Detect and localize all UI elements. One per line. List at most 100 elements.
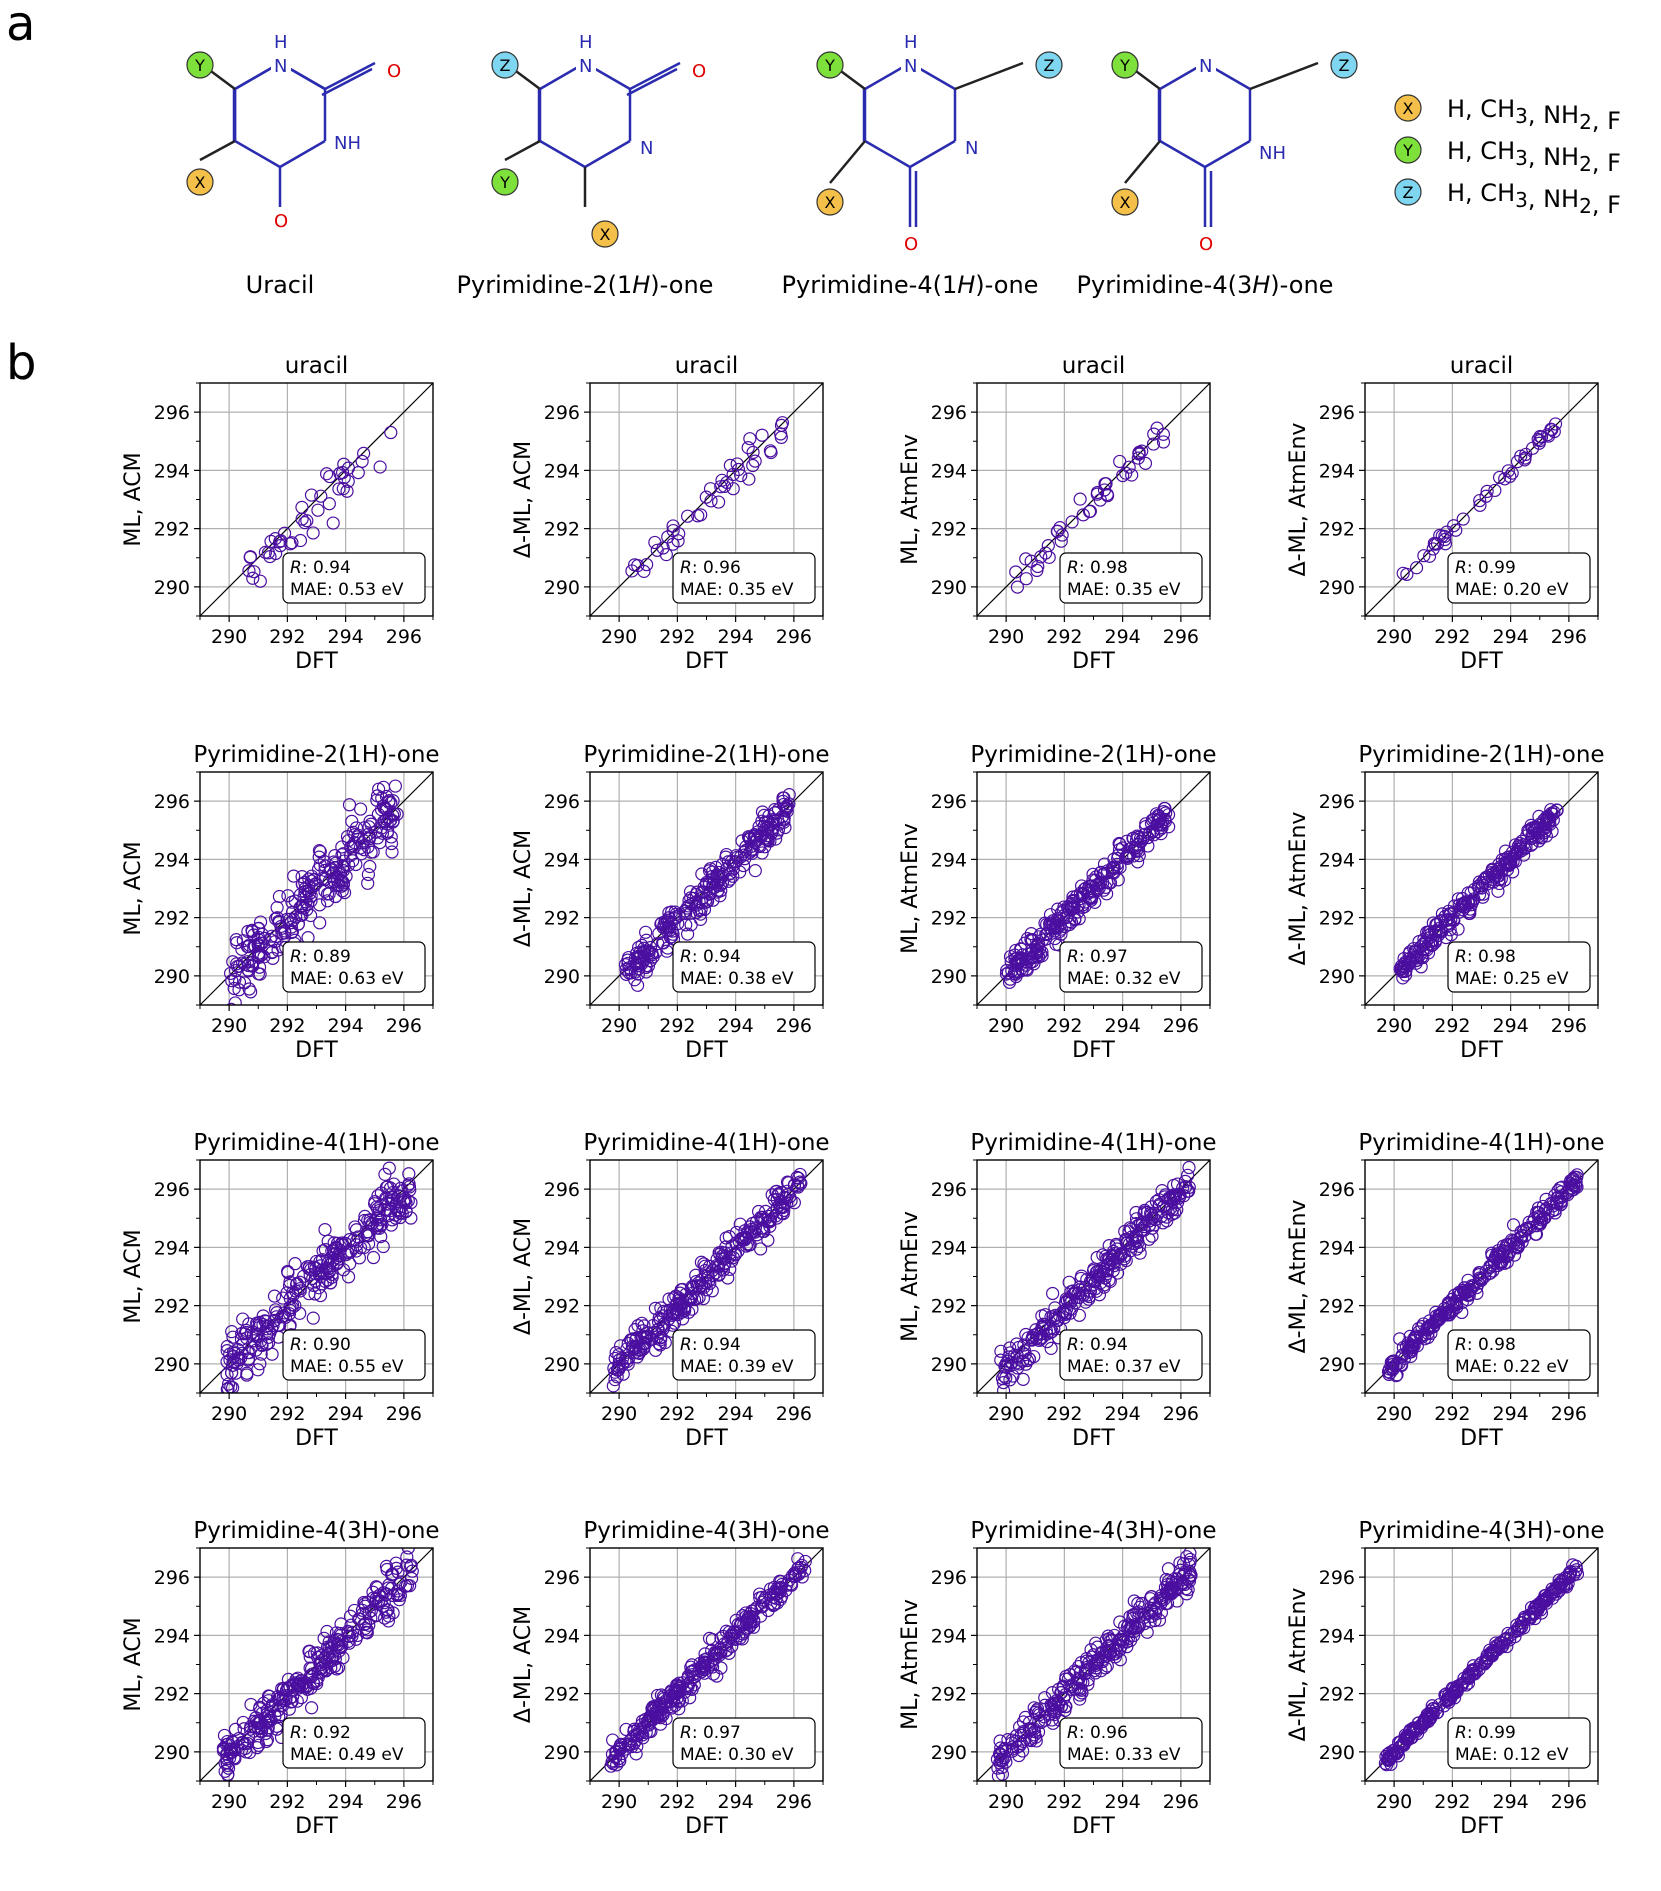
data-point — [699, 490, 713, 504]
data-point — [334, 1641, 348, 1655]
data-point — [309, 1254, 323, 1269]
data-point — [1011, 953, 1026, 967]
data-point — [676, 1312, 690, 1326]
panel-a-structures: NHNHOOYXUracilNHNOZYXPyrimidine-2(1H)-on… — [186, 32, 1621, 299]
data-point — [1022, 1715, 1037, 1730]
data-point — [717, 479, 732, 493]
data-point — [680, 1678, 694, 1692]
data-point — [999, 1371, 1013, 1385]
data-point — [1455, 1295, 1469, 1310]
data-point — [382, 1609, 396, 1623]
data-point — [322, 1635, 336, 1649]
data-point — [1401, 1733, 1415, 1747]
atom-label-bg — [1256, 143, 1290, 163]
y-tick-label: 290 — [154, 577, 190, 599]
r-value: R: 0.98 — [1067, 558, 1128, 578]
data-point — [325, 1653, 339, 1668]
data-point — [1080, 1654, 1094, 1668]
data-point — [1456, 512, 1470, 526]
y-tick-label: 290 — [544, 966, 580, 988]
data-point — [1511, 1238, 1525, 1252]
data-point — [363, 1216, 377, 1230]
atom-label-bg — [962, 138, 982, 158]
x-tick-label: 292 — [269, 1403, 305, 1425]
data-point — [1409, 1330, 1423, 1344]
data-point — [1090, 1640, 1105, 1654]
data-point — [320, 894, 335, 908]
y-tick-label: 296 — [154, 791, 190, 813]
data-point — [1449, 523, 1463, 537]
data-point — [656, 920, 670, 935]
data-point — [1177, 1567, 1191, 1582]
data-point — [1089, 1661, 1103, 1675]
data-point — [253, 1702, 267, 1716]
data-points — [604, 1552, 812, 1773]
data-point — [1121, 1618, 1136, 1632]
data-point — [311, 862, 326, 876]
y-tick-label: 294 — [1319, 460, 1355, 482]
substituent-y-circle — [1111, 51, 1139, 79]
data-point — [1181, 1168, 1195, 1182]
data-point — [717, 1637, 732, 1651]
data-point — [659, 1712, 673, 1726]
data-point — [258, 545, 273, 559]
data-point — [1023, 1723, 1037, 1737]
data-point — [230, 957, 244, 971]
data-point — [1168, 1189, 1182, 1203]
r-value: R: 0.89 — [290, 947, 351, 967]
data-point — [346, 825, 360, 839]
data-point — [1106, 1647, 1120, 1661]
data-point — [1031, 1706, 1046, 1720]
mae-value: MAE: 0.35 eV — [1067, 580, 1181, 600]
data-point — [1158, 1188, 1173, 1202]
stats-box — [1059, 1329, 1203, 1381]
y-tick-label: 296 — [931, 1179, 967, 1201]
data-point — [710, 885, 725, 899]
data-point — [347, 840, 362, 854]
substituent-bond — [954, 61, 1024, 91]
data-point — [1443, 923, 1457, 937]
data-point — [276, 1291, 290, 1305]
data-point — [720, 1643, 734, 1657]
data-point — [295, 877, 310, 891]
y-tick-label: 292 — [1319, 908, 1355, 930]
data-point — [1001, 1733, 1015, 1747]
data-point — [1386, 1360, 1400, 1374]
data-point — [351, 466, 365, 480]
atom-label-bg — [271, 211, 291, 231]
data-point — [1417, 1716, 1431, 1730]
data-point — [609, 1745, 623, 1759]
data-point — [672, 1297, 687, 1311]
data-point — [401, 1548, 415, 1555]
data-point — [705, 1643, 719, 1658]
data-point — [672, 1702, 686, 1716]
data-point — [1472, 1271, 1487, 1285]
data-point — [371, 1189, 385, 1203]
data-point — [322, 1265, 336, 1279]
data-point — [245, 959, 260, 973]
data-point — [1427, 924, 1442, 939]
data-point — [1149, 807, 1164, 821]
y-axis-label: Δ-ML, ACM — [511, 830, 536, 947]
data-point — [1183, 1552, 1197, 1567]
data-point — [1060, 910, 1075, 924]
data-point — [369, 1595, 383, 1609]
data-point — [229, 933, 243, 947]
data-point — [1500, 1639, 1514, 1654]
data-point — [316, 1244, 330, 1258]
data-point — [283, 537, 297, 551]
data-point — [685, 1302, 699, 1316]
data-point — [223, 1347, 237, 1361]
stats-box — [282, 1717, 426, 1769]
data-point — [1065, 515, 1079, 529]
data-point — [757, 808, 771, 822]
data-point — [247, 939, 262, 953]
data-point — [753, 1242, 768, 1256]
data-point — [1505, 845, 1520, 859]
data-point — [681, 927, 695, 941]
data-point — [387, 1177, 401, 1191]
x-tick-label: 294 — [1104, 1015, 1140, 1037]
data-point — [1025, 1330, 1040, 1345]
y-axis-label: ML, ACM — [121, 841, 146, 935]
data-point — [361, 840, 375, 854]
